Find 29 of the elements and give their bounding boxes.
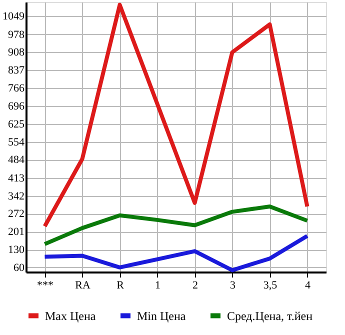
y-tick-label: 130 <box>8 244 25 256</box>
legend-label: Min Цена <box>137 308 186 323</box>
y-tick-label: 766 <box>8 82 25 95</box>
y-tick-label: 696 <box>8 100 25 112</box>
legend-label: Max Цена <box>45 308 96 323</box>
y-tick-label: 484 <box>8 154 25 166</box>
line-series <box>42 204 310 246</box>
y-tick-label: 342 <box>8 190 24 202</box>
line-series <box>42 2 310 228</box>
x-tick-label: 3 <box>230 280 236 292</box>
y-tick-label: 908 <box>8 46 25 59</box>
x-tick-label: 1 <box>155 280 160 292</box>
legend-label: Сред.Цена, т.йен <box>227 308 314 323</box>
y-tick-label: 554 <box>8 136 25 148</box>
y-tick-label: 978 <box>8 28 25 41</box>
y-tick-label: 201 <box>8 226 24 238</box>
x-tick-label: RA <box>75 280 90 292</box>
y-tick-label: 1049 <box>2 10 25 23</box>
x-tick-label: *** <box>37 280 54 292</box>
x-tick-label: 3,5 <box>263 280 278 292</box>
y-tick-label: 625 <box>8 118 25 130</box>
y-tick-label: 272 <box>8 208 24 220</box>
x-tick-label: 2 <box>192 280 198 292</box>
y-tick-label: 413 <box>8 172 25 184</box>
line-series <box>42 234 310 272</box>
x-tick-label: R <box>116 280 125 292</box>
x-tick-label: 4 <box>305 280 311 292</box>
y-tick-label: 837 <box>8 64 25 77</box>
y-tick-label: 60 <box>14 262 25 274</box>
